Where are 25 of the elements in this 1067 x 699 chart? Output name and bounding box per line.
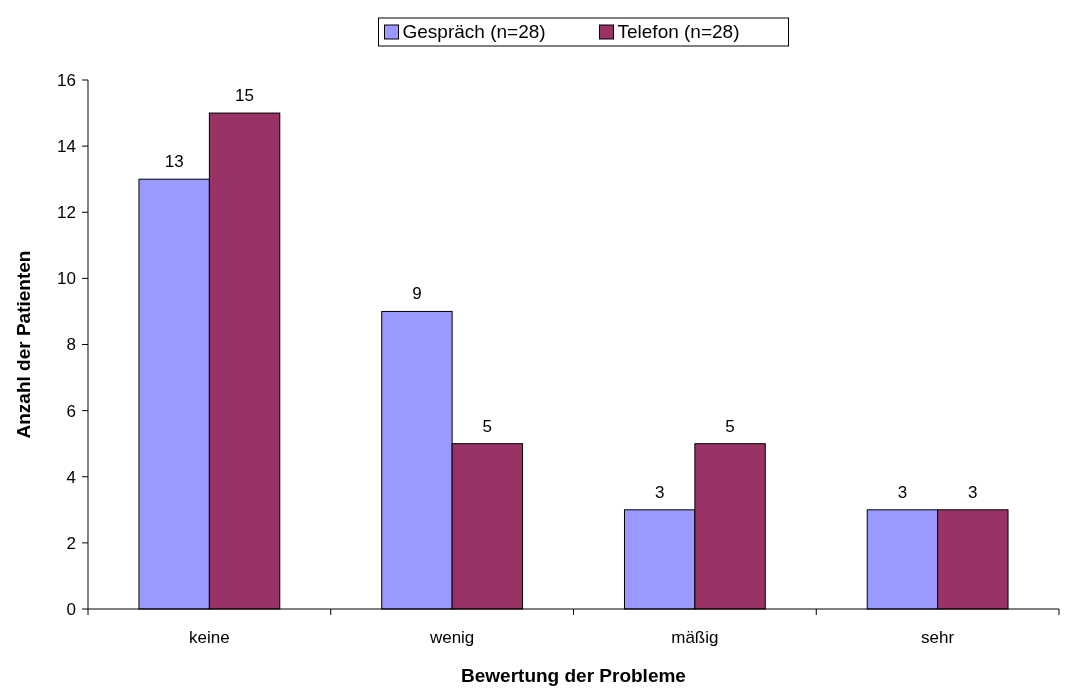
x-tick-label: sehr <box>921 628 955 647</box>
data-label: 13 <box>164 152 184 172</box>
data-label: 3 <box>968 482 978 502</box>
data-label: 9 <box>412 284 422 304</box>
y-tick-label: 14 <box>57 137 76 157</box>
legend-label: Gespräch (n=28) <box>402 21 546 42</box>
data-label: 3 <box>654 482 665 502</box>
y-tick-label: 16 <box>57 70 76 90</box>
y-tick-label: 2 <box>66 533 76 553</box>
y-axis-title: Anzahl der Patienten <box>13 250 34 439</box>
x-tick-label: mäßig <box>671 628 719 647</box>
y-tick-label: 6 <box>66 401 76 421</box>
data-label: 15 <box>235 86 255 106</box>
y-tick-label: 12 <box>57 203 76 223</box>
x-tick-label: wenig <box>428 628 475 647</box>
y-tick-label: 4 <box>66 467 76 487</box>
y-tick-label: 10 <box>57 269 76 289</box>
legend-label: Telefon (n=28) <box>617 21 740 42</box>
data-label: 3 <box>897 482 908 502</box>
x-axis-title: Bewertung der Probleme <box>461 665 686 686</box>
data-label: 5 <box>725 416 735 436</box>
y-tick-label: 0 <box>66 599 76 619</box>
x-tick-label: keine <box>189 628 230 647</box>
y-tick-label: 8 <box>66 335 76 355</box>
data-label: 5 <box>482 416 493 436</box>
